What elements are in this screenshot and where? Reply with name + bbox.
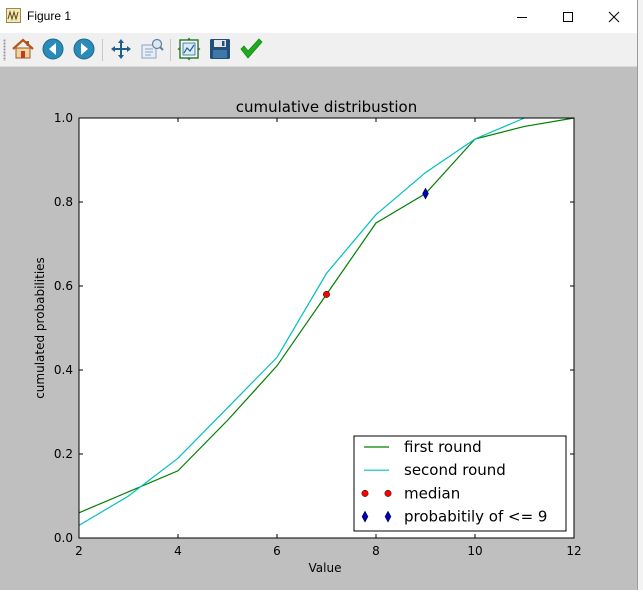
legend-label: first round [404, 438, 482, 456]
y-tick-label: 0.0 [54, 531, 73, 545]
matplotlib-app-icon [6, 8, 21, 23]
title-bar: Figure 1 [0, 0, 637, 33]
window-title: Figure 1 [27, 9, 72, 23]
legend-marker-swatch [384, 489, 392, 497]
toolbar-grip [3, 39, 6, 61]
forward-button[interactable] [72, 37, 96, 61]
forward-arrow-icon [73, 38, 95, 60]
x-tick-label: 8 [372, 544, 380, 558]
y-tick-label: 0.4 [54, 363, 73, 377]
legend-marker-swatch [361, 510, 369, 523]
x-axis-label: Value [309, 561, 342, 575]
minimize-icon [517, 17, 527, 18]
subplots-button[interactable] [177, 37, 201, 61]
back-arrow-icon [42, 38, 64, 60]
y-tick-label: 0.2 [54, 447, 73, 461]
pan-icon [111, 39, 131, 59]
probability-point [422, 187, 429, 200]
y-tick-label: 0.8 [54, 195, 73, 209]
subplots-icon [177, 37, 201, 61]
background-window-edge [638, 0, 643, 590]
home-button[interactable] [11, 37, 35, 61]
close-button[interactable] [591, 0, 637, 33]
pan-button[interactable] [109, 37, 133, 61]
back-button[interactable] [41, 37, 65, 61]
minimize-button[interactable] [499, 0, 545, 33]
checkmark-icon [240, 38, 263, 59]
y-tick-label: 1.0 [54, 111, 73, 125]
y-tick-label: 0.6 [54, 279, 73, 293]
close-icon [608, 11, 620, 23]
x-tick-label: 4 [174, 544, 182, 558]
save-icon [210, 39, 230, 59]
navigation-toolbar [0, 33, 637, 67]
series-line [78, 117, 525, 526]
zoom-rect-icon [141, 38, 164, 59]
chart-title: cumulative distribustion [236, 98, 417, 116]
maximize-button[interactable] [545, 0, 591, 33]
median-point [323, 290, 330, 298]
legend-label: second round [404, 461, 506, 479]
home-icon [12, 38, 34, 59]
x-tick-label: 10 [467, 544, 482, 558]
legend-marker-swatch [361, 489, 369, 497]
figure-canvas[interactable]: 2 4 6 8 10 12 0.0 0.2 0.4 0.6 0.8 1.0 cumulative d… [0, 66, 637, 590]
series-layer [78, 117, 575, 526]
legend-marker-swatch [384, 510, 392, 523]
x-axis: 2 4 6 8 10 12 [75, 118, 582, 558]
save-button[interactable] [208, 37, 232, 61]
x-tick-label: 12 [566, 544, 581, 558]
y-axis: 0.0 0.2 0.4 0.6 0.8 1.0 [54, 111, 574, 545]
maximize-icon [563, 12, 573, 22]
legend-label: probabitily of <= 9 [404, 508, 547, 526]
toolbar-separator [170, 39, 171, 61]
legend: first round second round median probabitily… [353, 435, 567, 532]
legend-label: median [404, 484, 460, 502]
x-tick-label: 6 [273, 544, 281, 558]
zoom-button[interactable] [140, 37, 164, 61]
toolbar-separator [102, 39, 103, 61]
x-tick-label: 2 [75, 544, 83, 558]
y-axis-label: cumulated probabilities [33, 257, 47, 399]
chart: 2 4 6 8 10 12 0.0 0.2 0.4 0.6 0.8 1.0 cumulative d… [33, 98, 582, 575]
edit-button[interactable] [239, 37, 263, 61]
axes-frame [78, 117, 575, 539]
